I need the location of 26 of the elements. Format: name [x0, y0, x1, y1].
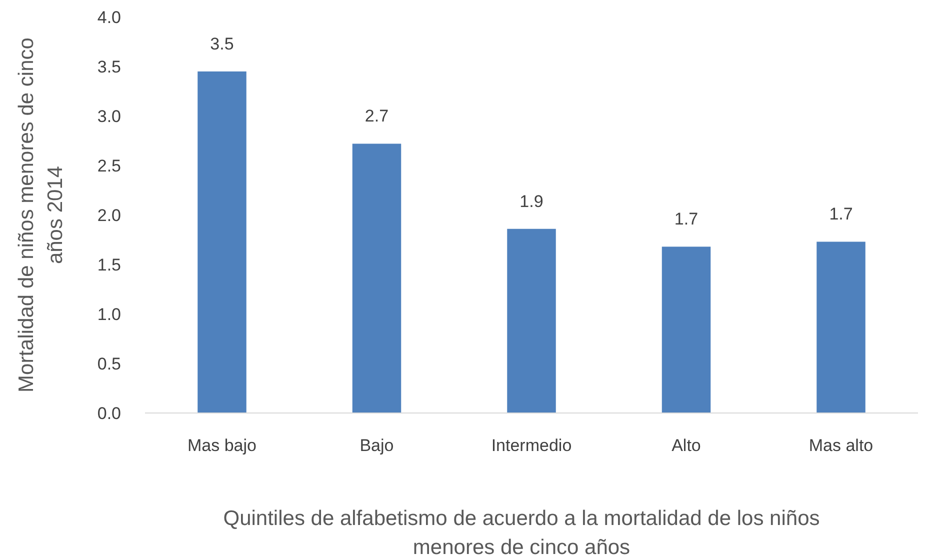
y-tick-label: 0.0: [97, 404, 121, 423]
bar: [662, 246, 711, 413]
data-label: 1.7: [829, 204, 853, 224]
y-axis-title: Mortalidad de niños menores de cinco años 2014: [15, 38, 67, 392]
bar: [507, 228, 556, 413]
bar: [352, 144, 402, 413]
y-tick-label: 0.5: [97, 354, 121, 374]
y-tick-label: 1.5: [97, 255, 121, 274]
bar: [816, 242, 866, 413]
data-label: 3.5: [210, 34, 234, 54]
y-tick-label: 3.5: [97, 57, 121, 76]
x-tick-label: Bajo: [360, 436, 394, 455]
data-label: 2.7: [364, 106, 389, 126]
data-label: 1.7: [674, 210, 698, 229]
data-label: 1.9: [520, 192, 544, 211]
x-tick-label: Mas bajo: [188, 436, 256, 455]
y-tick-label: 2.5: [97, 156, 121, 176]
x-tick-label: Mas alto: [808, 436, 874, 455]
x-tick-label: Intermedio: [491, 436, 572, 455]
y-tick-label: 1.0: [97, 304, 121, 324]
y-tick-label: 3.0: [97, 106, 121, 126]
x-axis-title: Quintiles de alfabetismo de acuerdo a la mortalidad de los niños menores de cinco años: [223, 507, 820, 559]
x-tick-label: Alto: [672, 436, 701, 455]
y-tick-label: 2.0: [97, 206, 121, 225]
y-tick-label: 4.0: [97, 8, 121, 27]
bar: [198, 71, 246, 413]
